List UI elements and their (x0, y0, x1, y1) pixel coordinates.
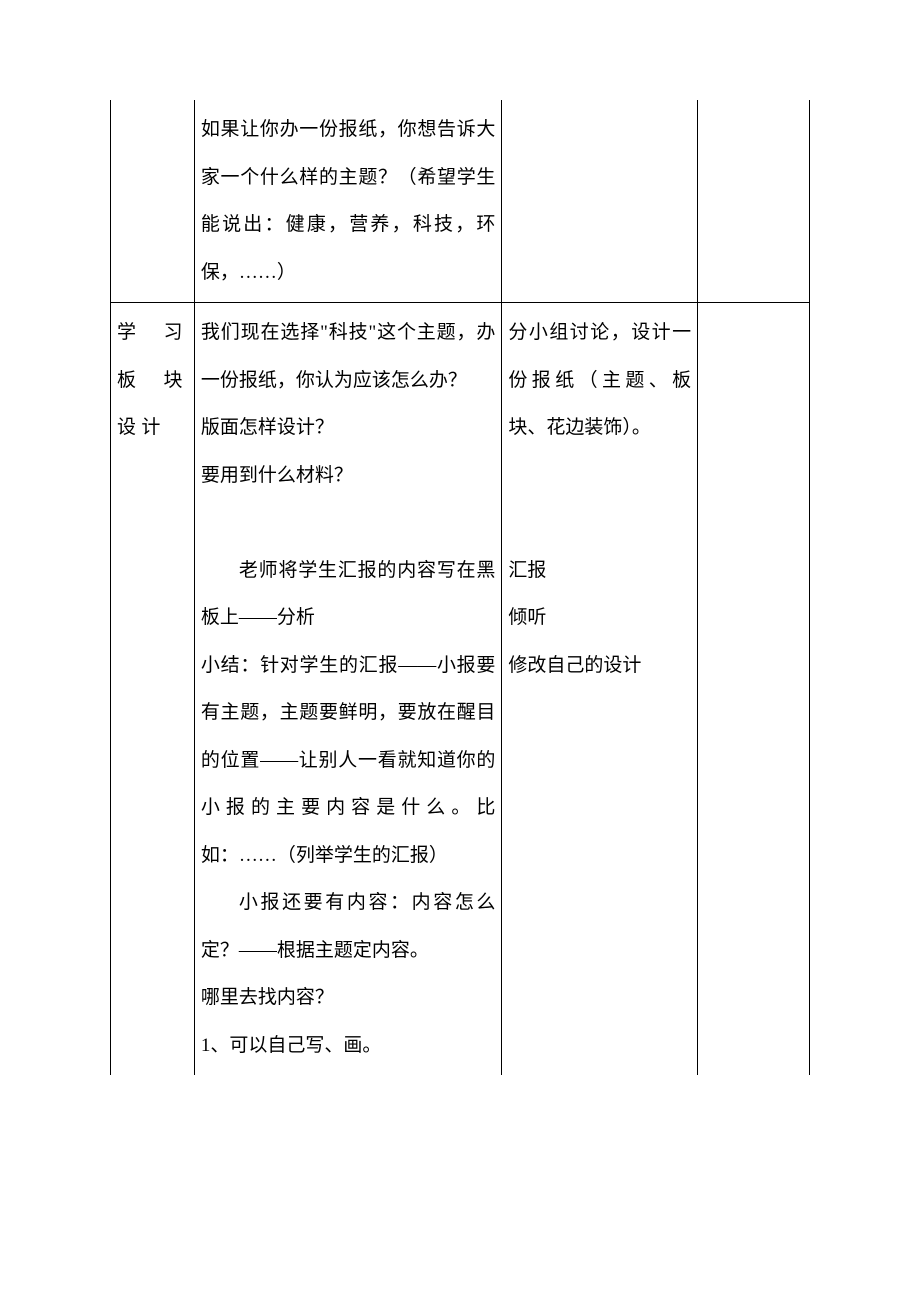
stage-title: 学习板块设计 (117, 322, 188, 438)
cell-teacher-activity: 如果让你办一份报纸，你想告诉大家一个什么样的主题？（希望学生能说出：健康，营养，… (194, 100, 502, 303)
teacher-mid: 小结：针对学生的汇报——小报要有主题，主题要鲜明，要放在醒目的位置——让别人一看… (201, 655, 496, 866)
student-top: 分小组讨论，设计一份报纸（主题、板块、花边装饰）。 (508, 322, 691, 438)
lesson-table: 如果让你办一份报纸，你想告诉大家一个什么样的主题？（希望学生能说出：健康，营养，… (110, 100, 810, 1075)
teacher-indent-b: 小报还要有内容：内容怎么定？——根据主题定内容。 (201, 879, 496, 974)
table-row: 如果让你办一份报纸，你想告诉大家一个什么样的主题？（希望学生能说出：健康，营养，… (111, 100, 810, 303)
table-row: 学习板块设计 我们现在选择"科技"这个主题，办一份报纸，你认为应该怎么办？版面怎… (111, 303, 810, 1076)
cell-teacher-activity: 我们现在选择"科技"这个主题，办一份报纸，你认为应该怎么办？版面怎样设计？要用到… (194, 303, 502, 1076)
teacher-indent-a: 老师将学生汇报的内容写在黑板上——分析 (201, 547, 496, 642)
cell-stage: 学习板块设计 (111, 303, 195, 1076)
cell-stage (111, 100, 195, 303)
cell-student-activity (502, 100, 698, 303)
document-page: 如果让你办一份报纸，你想告诉大家一个什么样的主题？（希望学生能说出：健康，营养，… (110, 100, 810, 1075)
spacer (201, 499, 496, 547)
cell-notes (698, 100, 810, 303)
teacher-bottom: 哪里去找内容？1、可以自己写、画。 (201, 987, 382, 1056)
student-mid: 汇报倾听修改自己的设计 (508, 560, 641, 676)
cell-student-activity: 分小组讨论，设计一份报纸（主题、板块、花边装饰）。 汇报倾听修改自己的设计 (502, 303, 698, 1076)
cell-notes (698, 303, 810, 1076)
teacher-top: 我们现在选择"科技"这个主题，办一份报纸，你认为应该怎么办？版面怎样设计？要用到… (201, 322, 496, 486)
spacer (508, 452, 691, 500)
spacer (508, 499, 691, 547)
